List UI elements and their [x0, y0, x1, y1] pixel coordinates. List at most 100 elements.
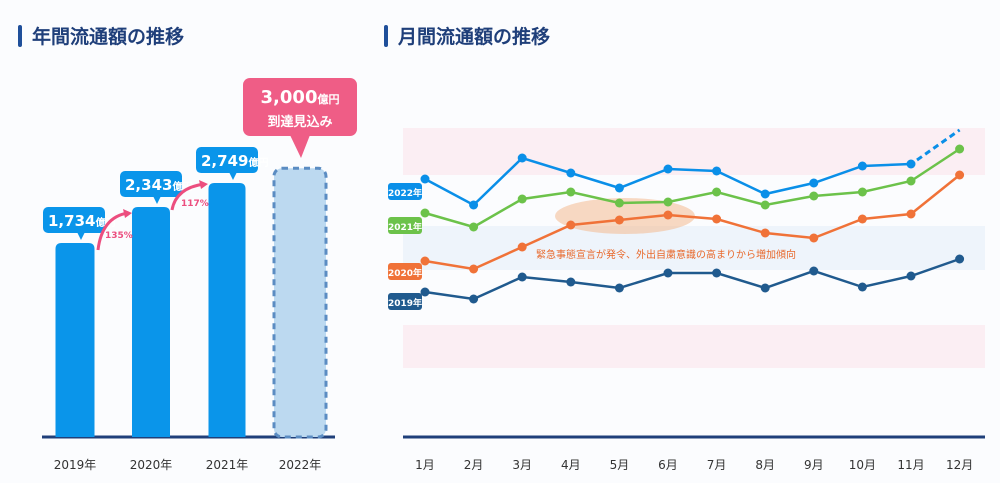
data-point — [614, 198, 624, 208]
series-tag-bg — [388, 217, 422, 234]
month-label: 1月 — [415, 458, 435, 472]
background-band — [403, 128, 985, 175]
data-point — [420, 208, 430, 218]
data-point — [420, 174, 430, 184]
series-line — [424, 257, 961, 301]
data-point — [517, 272, 527, 282]
data-point — [809, 178, 819, 188]
projection-line — [916, 128, 961, 162]
month-label: 3月 — [512, 458, 532, 472]
data-point — [857, 187, 867, 197]
month-label: 6月 — [658, 458, 678, 472]
data-point — [663, 268, 673, 278]
data-point — [566, 168, 576, 178]
series-label: 2019年 — [388, 297, 422, 309]
monthly-title-text: 月間流通額の推移 — [398, 26, 551, 48]
bar — [55, 243, 95, 437]
bar-value-unit: 億円 — [248, 156, 268, 169]
month-label: 7月 — [707, 458, 727, 472]
title-accent — [384, 24, 388, 47]
data-point — [566, 220, 576, 230]
data-point — [712, 268, 722, 278]
growth-label: 117% — [181, 199, 209, 209]
data-point — [517, 194, 527, 204]
data-point — [906, 159, 916, 169]
data-point — [614, 283, 624, 293]
bar-category-label: 2020年 — [130, 458, 173, 472]
data-point — [420, 287, 430, 297]
bar-value-label: 2,749億円 — [201, 152, 268, 170]
month-label: 2月 — [464, 458, 484, 472]
month-label: 8月 — [755, 458, 775, 472]
data-point — [760, 200, 770, 210]
bar — [132, 207, 170, 437]
data-point — [760, 228, 770, 238]
month-label: 11月 — [897, 458, 924, 472]
projection-callout-bg — [243, 78, 357, 136]
data-point — [760, 283, 770, 293]
data-point — [857, 214, 867, 224]
annotation-text: 緊急事態宣言が発令、外出自粛意識の高まりから増加傾向 — [536, 248, 796, 261]
data-point — [712, 166, 722, 176]
growth-arrow — [96, 211, 129, 251]
data-point — [663, 197, 673, 207]
bar-value-label-bg — [120, 171, 182, 198]
annual-title-text: 年間流通額の推移 — [32, 26, 185, 48]
highlight-ellipse — [555, 198, 695, 234]
month-label: 12月 — [946, 458, 973, 472]
series-line — [424, 147, 961, 229]
bar-value-label-bg — [43, 207, 105, 234]
series-tag-bg — [388, 183, 422, 200]
growth-arrowhead — [123, 209, 132, 218]
data-point — [906, 271, 916, 281]
data-point — [857, 282, 867, 292]
series-tag-bg — [388, 263, 422, 280]
data-point — [760, 189, 770, 199]
growth-arrow — [170, 182, 205, 211]
data-point — [469, 294, 479, 304]
data-point — [517, 153, 527, 163]
month-label: 5月 — [610, 458, 630, 472]
annual-chart-title: 年間流通額の推移 — [18, 22, 184, 49]
bar-projected — [272, 166, 328, 439]
series-label: 2021年 — [388, 221, 422, 233]
series-tag-bg — [388, 293, 422, 310]
growth-label: 135% — [105, 231, 133, 241]
background-band — [403, 226, 985, 270]
data-point — [614, 215, 624, 225]
data-point — [469, 222, 479, 232]
data-point — [955, 144, 965, 154]
data-point — [712, 187, 722, 197]
data-point — [663, 210, 673, 220]
bar-value-label-bg — [196, 147, 258, 174]
bar-category-label: 2021年 — [206, 458, 249, 472]
data-point — [420, 256, 430, 266]
data-point — [906, 176, 916, 186]
monthly-chart-title: 月間流通額の推移 — [384, 22, 550, 49]
data-point — [809, 233, 819, 243]
bar-category-label: 2022年 — [279, 458, 322, 472]
projection-callout-text: 到達見込み — [267, 114, 332, 130]
data-point — [906, 209, 916, 219]
data-point — [469, 200, 479, 210]
data-point — [955, 170, 965, 180]
title-accent — [18, 24, 22, 47]
bar-label-pointer — [229, 172, 237, 181]
month-label: 9月 — [804, 458, 824, 472]
data-point — [566, 277, 576, 287]
background-band — [403, 325, 985, 368]
data-point — [809, 191, 819, 201]
data-point — [614, 183, 624, 193]
bar-label-pointer — [153, 196, 161, 205]
data-point — [517, 242, 527, 252]
projection-callout-unit: 億円 — [317, 92, 339, 106]
bar-category-label: 2019年 — [54, 458, 97, 472]
data-point — [469, 264, 479, 274]
series-label: 2020年 — [388, 267, 422, 279]
data-point — [955, 254, 965, 264]
data-point — [566, 187, 576, 197]
bar-label-pointer — [77, 232, 85, 241]
projection-callout-value: 3,000億円 — [261, 87, 340, 108]
data-point — [663, 164, 673, 174]
